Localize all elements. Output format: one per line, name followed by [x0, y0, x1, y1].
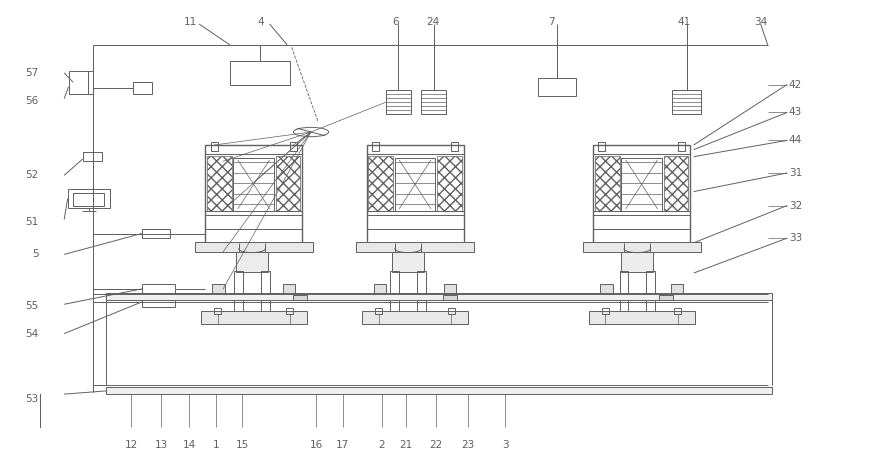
Text: 1: 1 — [213, 440, 219, 450]
Text: 13: 13 — [155, 440, 168, 450]
Bar — [589, 311, 695, 324]
Text: 17: 17 — [336, 440, 350, 450]
Bar — [593, 145, 691, 243]
Text: 23: 23 — [461, 440, 474, 450]
Text: 42: 42 — [789, 79, 802, 90]
Text: 5: 5 — [33, 249, 39, 260]
Text: 12: 12 — [125, 440, 138, 450]
Bar — [207, 156, 231, 211]
Bar — [451, 142, 458, 151]
Bar — [293, 295, 307, 300]
Text: 51: 51 — [26, 217, 39, 227]
Text: 31: 31 — [789, 168, 802, 178]
Bar — [675, 308, 682, 313]
Bar — [437, 156, 462, 211]
Bar — [678, 142, 685, 151]
Bar — [448, 308, 455, 313]
Bar — [417, 271, 426, 312]
Text: 52: 52 — [26, 170, 39, 180]
Text: 57: 57 — [26, 68, 39, 78]
Bar — [660, 295, 674, 300]
Text: 3: 3 — [502, 440, 509, 450]
Text: 4: 4 — [258, 17, 264, 27]
Bar — [88, 71, 94, 94]
Bar — [142, 229, 170, 238]
Bar — [230, 61, 290, 85]
Bar — [622, 252, 653, 272]
Text: 41: 41 — [677, 17, 691, 27]
Text: 6: 6 — [392, 17, 399, 27]
Bar — [236, 252, 268, 272]
Bar — [283, 284, 295, 294]
Bar — [599, 142, 606, 151]
Text: 24: 24 — [426, 17, 440, 27]
Bar — [290, 142, 297, 151]
Bar — [212, 284, 224, 294]
Text: 14: 14 — [183, 440, 196, 450]
Bar — [600, 284, 613, 294]
Bar — [539, 78, 576, 96]
Bar — [233, 157, 274, 211]
Bar — [664, 156, 689, 211]
Bar — [68, 189, 110, 208]
Bar — [362, 311, 468, 324]
Text: 33: 33 — [789, 233, 802, 243]
Text: 22: 22 — [430, 440, 443, 450]
Text: 16: 16 — [310, 440, 323, 450]
Bar — [69, 71, 88, 94]
Bar — [210, 142, 217, 151]
Text: 15: 15 — [236, 440, 249, 450]
Text: 43: 43 — [789, 107, 802, 117]
Bar — [142, 297, 175, 307]
Text: 7: 7 — [548, 17, 555, 27]
Bar — [374, 284, 386, 294]
Text: 55: 55 — [26, 301, 39, 311]
Bar — [673, 90, 701, 114]
Bar — [286, 308, 293, 313]
Bar — [602, 308, 609, 313]
Bar — [366, 145, 464, 243]
Bar — [107, 293, 772, 300]
Text: 44: 44 — [789, 135, 802, 145]
Text: 32: 32 — [789, 200, 802, 211]
Bar — [671, 284, 683, 294]
Bar — [275, 156, 300, 211]
Text: 56: 56 — [26, 96, 39, 106]
Bar — [142, 284, 175, 294]
Bar — [83, 152, 102, 161]
Bar — [444, 284, 457, 294]
Bar — [356, 242, 474, 252]
Bar — [375, 308, 382, 313]
Bar — [73, 192, 104, 205]
Bar — [395, 157, 435, 211]
Bar — [583, 242, 701, 252]
Text: 53: 53 — [26, 394, 39, 404]
Bar — [421, 90, 446, 114]
Text: 11: 11 — [184, 17, 197, 27]
Bar — [372, 142, 379, 151]
Bar — [214, 308, 221, 313]
Bar — [234, 271, 243, 312]
Bar — [595, 156, 620, 211]
Bar — [194, 242, 313, 252]
Bar — [443, 295, 457, 300]
Bar — [107, 387, 772, 394]
Bar — [392, 252, 424, 272]
Bar — [368, 156, 393, 211]
Bar — [133, 82, 153, 94]
Bar — [646, 271, 655, 312]
Bar — [260, 271, 269, 312]
Text: 54: 54 — [26, 329, 39, 339]
Bar — [622, 157, 662, 211]
Text: 34: 34 — [754, 17, 767, 27]
Text: 2: 2 — [378, 440, 385, 450]
Bar — [200, 311, 306, 324]
Bar — [386, 90, 411, 114]
Bar — [205, 145, 302, 243]
Text: 21: 21 — [400, 440, 413, 450]
Bar — [390, 271, 399, 312]
Ellipse shape — [293, 127, 328, 137]
Bar — [620, 271, 629, 312]
